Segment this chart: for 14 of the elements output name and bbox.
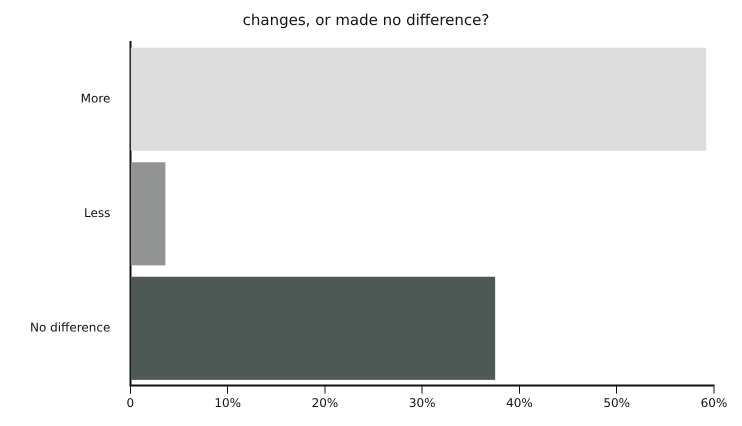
x-tick-label: 50% — [603, 396, 630, 410]
x-tick-label: 30% — [408, 396, 436, 410]
x-tick-label: 0 — [126, 396, 134, 410]
x-tick-label: 60% — [700, 396, 728, 410]
y-tick-label: Less — [84, 206, 110, 220]
x-tick-label: 40% — [506, 396, 533, 410]
bar — [130, 276, 496, 380]
chart-title: changes, or made no difference? — [242, 10, 490, 29]
bar — [130, 48, 706, 151]
bar — [130, 162, 166, 266]
y-tick-label: No difference — [30, 320, 110, 334]
x-tick-label: 10% — [214, 396, 241, 410]
y-tick-label: More — [80, 91, 110, 106]
x-tick-label: 20% — [312, 396, 338, 410]
